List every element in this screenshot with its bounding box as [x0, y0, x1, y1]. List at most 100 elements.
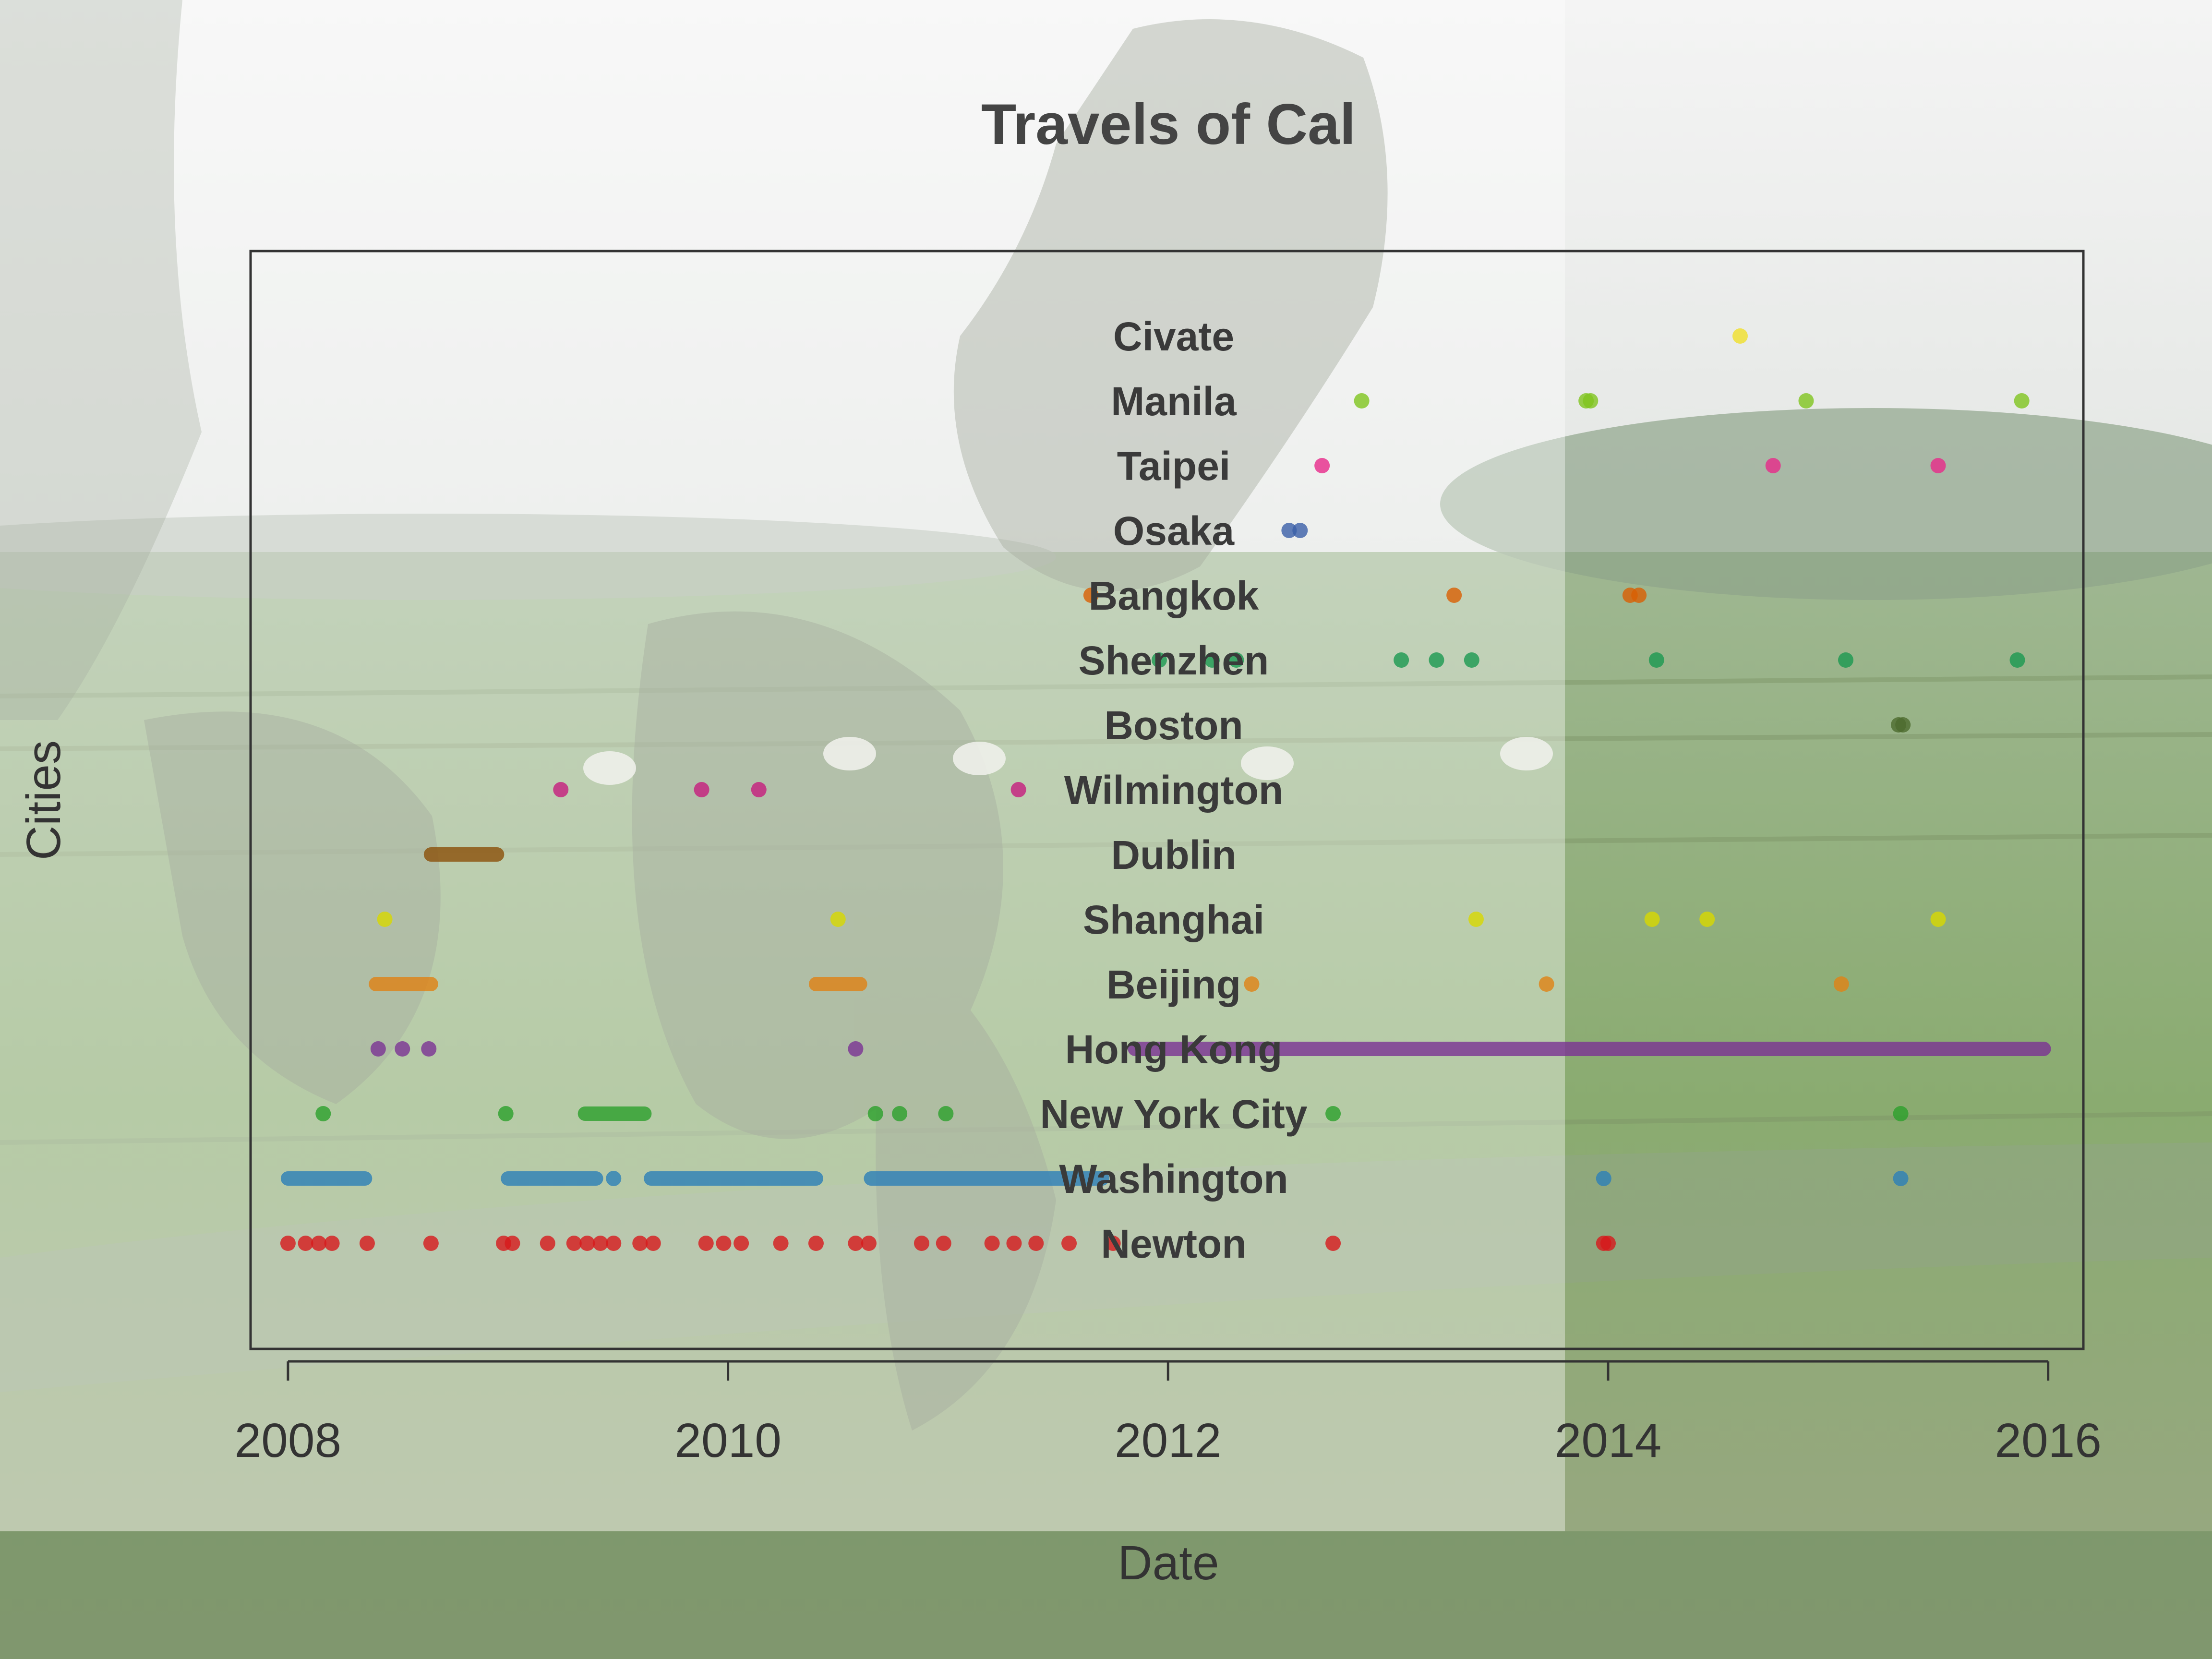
visit-point — [1314, 458, 1330, 473]
visit-point — [984, 1236, 1000, 1251]
visit-point — [423, 1236, 439, 1251]
visit-point — [694, 782, 709, 797]
city-label: New York City — [1040, 1092, 1307, 1137]
visit-point — [867, 1106, 883, 1121]
visit-point — [808, 1236, 824, 1251]
visit-point — [914, 1236, 929, 1251]
city-label: Taipei — [1117, 444, 1231, 489]
visit-point — [1930, 912, 1946, 927]
visit-point — [1281, 523, 1297, 538]
visit-point — [1354, 393, 1370, 409]
visit-point — [1648, 652, 1664, 668]
visit-point — [1765, 458, 1781, 473]
city-label: Shenzhen — [1079, 638, 1269, 683]
visit-point — [1732, 328, 1748, 344]
visit-point — [606, 1236, 622, 1251]
visit-point — [1061, 1236, 1077, 1251]
visit-point — [848, 1041, 864, 1057]
plot-frame — [249, 250, 2085, 1350]
visit-point — [324, 1236, 340, 1251]
visit-point — [1446, 588, 1462, 603]
visit-point — [1798, 393, 1814, 409]
visit-point — [938, 1106, 954, 1121]
x-tick-label: 2016 — [1995, 1414, 2101, 1467]
x-tick-label: 2012 — [1115, 1414, 1221, 1467]
visit-point — [716, 1236, 732, 1251]
visit-point — [830, 912, 846, 927]
visit-point — [861, 1236, 877, 1251]
visit-point — [2009, 652, 2025, 668]
visit-point — [315, 1106, 331, 1121]
visit-point — [1930, 458, 1946, 473]
visit-point — [1600, 1236, 1616, 1251]
visit-point — [733, 1236, 749, 1251]
visit-point — [566, 1236, 582, 1251]
city-label: Hong Kong — [1065, 1027, 1283, 1072]
visit-point — [1893, 1171, 1909, 1186]
visit-point — [1151, 652, 1167, 668]
visit-point — [848, 1236, 864, 1251]
visit-point — [1468, 912, 1484, 927]
visit-point — [298, 1236, 313, 1251]
visit-point — [395, 1041, 410, 1057]
city-labels: Newton Washington New York City Hong Kong Be… — [1040, 314, 1307, 1266]
visit-point — [1010, 782, 1026, 797]
visit-point — [1228, 652, 1244, 668]
visit-point — [2014, 393, 2030, 409]
city-label: Civate — [1113, 314, 1234, 359]
visit-point — [1895, 717, 1911, 733]
x-tick-label: 2010 — [674, 1414, 781, 1467]
visit-point — [505, 1236, 520, 1251]
visit-point — [1006, 1236, 1022, 1251]
visit-point — [1631, 588, 1647, 603]
city-label: Osaka — [1113, 508, 1235, 553]
visit-point — [1292, 523, 1308, 538]
visit-point — [698, 1236, 714, 1251]
visit-point — [1596, 1171, 1611, 1186]
x-tick-label: 2014 — [1555, 1414, 1661, 1467]
visit-point — [1583, 393, 1599, 409]
visit-point — [1083, 588, 1099, 603]
visit-point — [421, 1041, 437, 1057]
visit-point — [1325, 1236, 1341, 1251]
x-axis-label: Date — [1118, 1536, 1219, 1590]
visit-point — [1893, 1106, 1909, 1121]
visit-point — [1429, 652, 1444, 668]
x-tick-label: 2008 — [235, 1414, 341, 1467]
visit-point — [1244, 976, 1260, 992]
city-label: Wilmington — [1064, 768, 1283, 813]
visit-point — [1394, 652, 1409, 668]
visit-point — [1204, 652, 1220, 668]
city-label: Shanghai — [1083, 897, 1264, 942]
visit-point — [1699, 912, 1715, 927]
city-label: Boston — [1104, 703, 1243, 748]
visit-point — [645, 1236, 661, 1251]
visit-point — [1838, 652, 1853, 668]
city-label: Beijing — [1106, 962, 1241, 1007]
y-axis-label: Cities — [17, 740, 71, 860]
visit-point — [377, 912, 393, 927]
visit-point — [1464, 652, 1479, 668]
visit-point — [773, 1236, 789, 1251]
city-label: Bangkok — [1089, 573, 1259, 618]
visit-point — [1539, 976, 1554, 992]
visit-point — [579, 1236, 595, 1251]
city-label: Newton — [1101, 1221, 1246, 1266]
visit-point — [553, 782, 569, 797]
visit-point — [606, 1171, 622, 1186]
visit-point — [1105, 1236, 1121, 1251]
visit-point — [280, 1236, 296, 1251]
visit-point — [370, 1041, 386, 1057]
city-label: Dublin — [1111, 832, 1236, 878]
visit-point — [498, 1106, 514, 1121]
visit-point — [359, 1236, 375, 1251]
data-marks — [280, 328, 2051, 1251]
visit-point — [311, 1236, 327, 1251]
x-axis: 2008 2010 2012 2014 2016 — [235, 1360, 2102, 1467]
visit-point — [936, 1236, 951, 1251]
visit-point — [1833, 976, 1849, 992]
chart-title: Travels of Cal — [981, 92, 1356, 156]
visit-point — [1325, 1106, 1341, 1121]
